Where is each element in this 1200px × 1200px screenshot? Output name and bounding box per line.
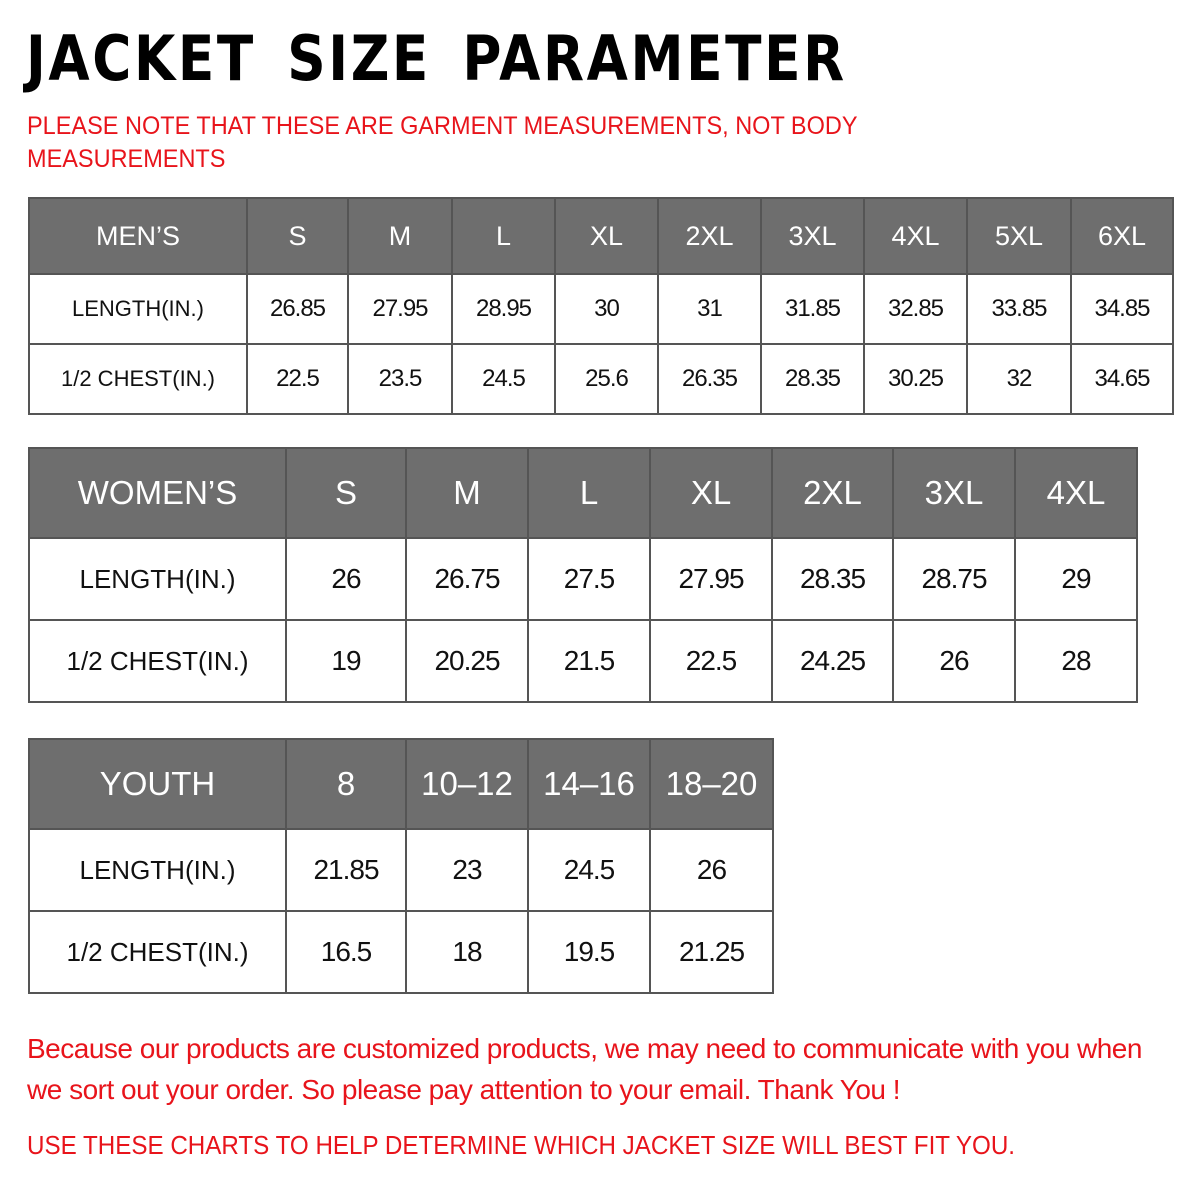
- size-header: 2XL: [657, 197, 762, 275]
- measurement-cell: 34.65: [1070, 343, 1174, 415]
- size-header: 6XL: [1070, 197, 1174, 275]
- category-header: WOMEN’S: [28, 447, 287, 539]
- size-header: 10–12: [405, 738, 529, 830]
- measurement-cell: 31: [657, 273, 762, 345]
- row-label: 1/2 CHEST(IN.): [28, 343, 248, 415]
- measurement-cell: 23.5: [347, 343, 453, 415]
- measurement-cell: 20.25: [405, 619, 529, 703]
- youth-size-table: YOUTH 8 10–12 14–16 18–20 LENGTH(IN.) 21.85 23…: [28, 738, 774, 994]
- measurement-cell: 24.5: [527, 828, 651, 912]
- measurement-cell: 19: [285, 619, 407, 703]
- measurement-cell: 22.5: [649, 619, 773, 703]
- measurement-cell: 16.5: [285, 910, 407, 994]
- measurement-note: PLEASE NOTE THAT THESE ARE GARMENT MEASU…: [27, 112, 858, 173]
- measurement-cell: 23: [405, 828, 529, 912]
- size-header: 2XL: [771, 447, 894, 539]
- table-header-row: YOUTH 8 10–12 14–16 18–20: [28, 738, 774, 830]
- measurement-cell: 32: [966, 343, 1072, 415]
- size-header: XL: [649, 447, 773, 539]
- table-row: LENGTH(IN.) 21.85 23 24.5 26: [28, 828, 774, 912]
- measurement-cell: 19.5: [527, 910, 651, 994]
- table-row: 1/2 CHEST(IN.) 19 20.25 21.5 22.5 24.25 26 28: [28, 619, 1138, 703]
- page-title: JACKET SIZE PARAMETER: [26, 22, 847, 95]
- size-header: 4XL: [1014, 447, 1138, 539]
- measurement-cell: 29: [1014, 537, 1138, 621]
- category-header: YOUTH: [28, 738, 287, 830]
- measurement-cell: 26.85: [246, 273, 349, 345]
- row-label: 1/2 CHEST(IN.): [28, 619, 287, 703]
- table-row: LENGTH(IN.) 26 26.75 27.5 27.95 28.35 28.75 29: [28, 537, 1138, 621]
- table-row: 1/2 CHEST(IN.) 16.5 18 19.5 21.25: [28, 910, 774, 994]
- measurement-cell: 30.25: [863, 343, 968, 415]
- row-label: LENGTH(IN.): [28, 537, 287, 621]
- table-row: 1/2 CHEST(IN.) 22.5 23.5 24.5 25.6 26.35 28.35…: [28, 343, 1174, 415]
- size-header: 3XL: [892, 447, 1016, 539]
- size-header: L: [451, 197, 556, 275]
- size-header: M: [405, 447, 529, 539]
- mens-size-table: MEN’S S M L XL 2XL 3XL 4XL 5XL 6XL LENGTH(IN.) 26.…: [28, 197, 1174, 415]
- size-header: XL: [554, 197, 659, 275]
- measurement-cell: 32.85: [863, 273, 968, 345]
- measurement-cell: 28: [1014, 619, 1138, 703]
- measurement-cell: 27.5: [527, 537, 651, 621]
- measurement-cell: 24.25: [771, 619, 894, 703]
- table-row: LENGTH(IN.) 26.85 27.95 28.95 30 31 31.85 32.85…: [28, 273, 1174, 345]
- size-header: S: [246, 197, 349, 275]
- measurement-cell: 21.85: [285, 828, 407, 912]
- row-label: LENGTH(IN.): [28, 828, 287, 912]
- measurement-cell: 26: [892, 619, 1016, 703]
- customization-message: Because our products are customized prod…: [27, 1033, 1142, 1105]
- row-label: 1/2 CHEST(IN.): [28, 910, 287, 994]
- size-header: 8: [285, 738, 407, 830]
- measurement-cell: 21.25: [649, 910, 774, 994]
- measurement-cell: 34.85: [1070, 273, 1174, 345]
- womens-size-table: WOMEN’S S M L XL 2XL 3XL 4XL LENGTH(IN.) 26 26.75…: [28, 447, 1138, 703]
- measurement-cell: 22.5: [246, 343, 349, 415]
- measurement-cell: 28.35: [760, 343, 865, 415]
- size-header: 18–20: [649, 738, 774, 830]
- size-header: M: [347, 197, 453, 275]
- measurement-cell: 31.85: [760, 273, 865, 345]
- measurement-cell: 33.85: [966, 273, 1072, 345]
- size-header: 3XL: [760, 197, 865, 275]
- table-header-row: WOMEN’S S M L XL 2XL 3XL 4XL: [28, 447, 1138, 539]
- measurement-cell: 26: [649, 828, 774, 912]
- footer-note: USE THESE CHARTS TO HELP DETERMINE WHICH…: [27, 1130, 1016, 1160]
- category-header: MEN’S: [28, 197, 248, 275]
- size-header: 5XL: [966, 197, 1072, 275]
- measurement-cell: 26: [285, 537, 407, 621]
- measurement-cell: 24.5: [451, 343, 556, 415]
- measurement-cell: 30: [554, 273, 659, 345]
- measurement-cell: 28.95: [451, 273, 556, 345]
- size-header: L: [527, 447, 651, 539]
- size-header: 14–16: [527, 738, 651, 830]
- measurement-cell: 28.75: [892, 537, 1016, 621]
- size-header: 4XL: [863, 197, 968, 275]
- measurement-cell: 28.35: [771, 537, 894, 621]
- measurement-cell: 26.75: [405, 537, 529, 621]
- measurement-cell: 27.95: [347, 273, 453, 345]
- row-label: LENGTH(IN.): [28, 273, 248, 345]
- measurement-cell: 27.95: [649, 537, 773, 621]
- size-header: S: [285, 447, 407, 539]
- table-header-row: MEN’S S M L XL 2XL 3XL 4XL 5XL 6XL: [28, 197, 1174, 275]
- measurement-cell: 25.6: [554, 343, 659, 415]
- measurement-cell: 21.5: [527, 619, 651, 703]
- measurement-cell: 18: [405, 910, 529, 994]
- measurement-cell: 26.35: [657, 343, 762, 415]
